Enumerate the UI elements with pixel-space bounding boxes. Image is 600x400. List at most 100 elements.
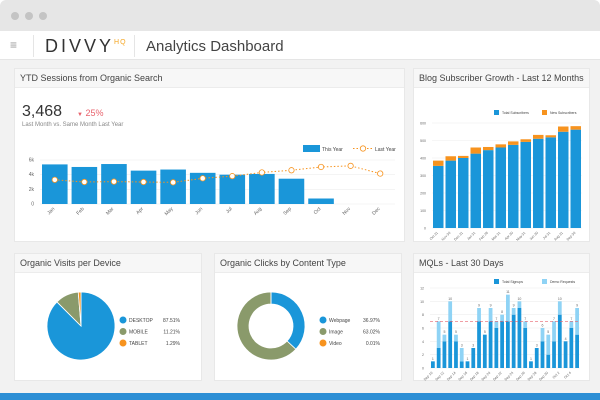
bar-total-subscribers xyxy=(570,129,581,228)
logo[interactable]: DIVVYHQ xyxy=(45,36,127,57)
x-tick-label: Dec 31 xyxy=(453,231,464,241)
x-tick-label: Sep 18 xyxy=(469,371,480,381)
point-last-year xyxy=(377,170,384,177)
x-tick-label: Jun 30 xyxy=(529,231,539,241)
x-tick-label: May xyxy=(164,206,175,217)
bar-total-subscribers xyxy=(458,158,469,228)
data-label: 9 xyxy=(576,304,578,308)
x-tick-label: Sep 30 xyxy=(566,231,577,241)
point-last-year xyxy=(347,162,354,169)
x-tick-label: Aug 31 xyxy=(553,231,564,241)
legend-swatch-this-year xyxy=(303,145,320,152)
point-last-year xyxy=(51,176,58,183)
window-minimize-button[interactable] xyxy=(25,12,33,20)
y-tick-label: 2 xyxy=(422,353,424,357)
bar-new-subscribers xyxy=(470,147,481,154)
y-tick-label: 2k xyxy=(29,187,35,193)
app-header: ≡ DIVVYHQ Analytics Dashboard xyxy=(0,31,600,60)
panel-title: Blog Subscriber Growth - Last 12 Months xyxy=(414,69,589,88)
x-tick-label: Apr xyxy=(135,206,145,216)
x-tick-label: Mar 31 xyxy=(491,231,502,241)
data-label: 7 xyxy=(570,317,572,321)
legend-value: 36.97% xyxy=(363,318,381,324)
kpi-change-value: 25% xyxy=(85,108,104,118)
blog-subscriber-panel: Blog Subscriber Growth - Last 12 Months … xyxy=(413,68,590,242)
x-tick-label: Sep 12 xyxy=(434,371,445,381)
bar-total-signups xyxy=(517,308,522,368)
bar-this-year xyxy=(308,198,334,204)
legend-label: MOBILE xyxy=(129,330,149,336)
bar-total-subscribers xyxy=(483,150,494,228)
bar-new-subscribers xyxy=(533,134,544,139)
bar-new-subscribers xyxy=(495,144,506,148)
x-tick-label: Mar xyxy=(105,206,116,217)
bar-new-subscribers xyxy=(458,155,469,158)
x-tick-label: Feb xyxy=(75,206,85,216)
x-tick-label: Oct xyxy=(313,206,323,216)
bar-total-subscribers xyxy=(558,131,569,228)
data-label: 10 xyxy=(448,297,452,301)
y-tick-label: 6 xyxy=(422,327,424,331)
hamburger-menu-icon[interactable]: ≡ xyxy=(10,38,18,52)
bar-total-signups xyxy=(575,334,579,368)
point-last-year xyxy=(258,169,265,176)
bar-total-signups xyxy=(546,354,551,368)
legend-label: TABLET xyxy=(129,341,148,347)
bar-total-signups xyxy=(482,334,487,368)
bar-total-signups xyxy=(488,321,493,368)
panel-title: Organic Visits per Device xyxy=(15,254,201,273)
logo-sup: HQ xyxy=(114,39,127,46)
data-label: 11 xyxy=(506,290,510,294)
bar-this-year xyxy=(160,169,186,204)
y-tick-label: 4k xyxy=(29,172,35,178)
y-tick-label: 8 xyxy=(422,313,424,317)
bar-demo-requests xyxy=(494,321,499,328)
legend-dot xyxy=(319,339,327,347)
bar-total-signups xyxy=(465,361,470,368)
bar-total-subscribers xyxy=(495,147,506,228)
legend-swatch xyxy=(494,110,499,115)
bar-total-signups xyxy=(569,328,574,368)
bar-this-year xyxy=(249,173,275,204)
legend-value: 0.01% xyxy=(366,341,381,347)
window-maximize-button[interactable] xyxy=(39,12,47,20)
bar-total-signups xyxy=(511,314,516,368)
point-last-year xyxy=(288,167,295,174)
legend-label: New Subscribers xyxy=(550,111,577,115)
slice-webpage xyxy=(270,291,306,350)
data-label: 7 xyxy=(524,317,526,321)
y-tick-label: 100 xyxy=(420,209,426,213)
bar-total-signups xyxy=(442,341,447,368)
window-close-button[interactable] xyxy=(11,12,19,20)
data-label: 5 xyxy=(443,330,445,334)
data-label: 7 xyxy=(438,317,440,321)
bar-demo-requests xyxy=(442,334,447,342)
bar-total-subscribers xyxy=(445,160,456,228)
y-tick-label: 10 xyxy=(420,300,424,304)
dashboard: YTD Sessions from Organic Search 3,468 ▼… xyxy=(0,60,600,393)
legend-label: Image xyxy=(329,330,343,336)
bar-total-signups xyxy=(500,321,504,368)
bar-total-signups xyxy=(540,341,545,368)
bar-demo-requests xyxy=(540,328,545,342)
x-tick-label: Sep 24 xyxy=(504,371,515,381)
bar-demo-requests xyxy=(436,321,441,348)
legend-label: Total Signups xyxy=(502,280,523,284)
data-label: 5 xyxy=(455,330,457,334)
x-tick-label: Sep 28 xyxy=(527,371,538,381)
data-label: 9 xyxy=(490,304,492,308)
bar-this-year xyxy=(278,178,305,204)
x-tick-label: Sep xyxy=(282,206,293,217)
data-label: 4 xyxy=(565,337,567,341)
legend-label: Video xyxy=(329,341,342,347)
bar-total-subscribers xyxy=(520,141,531,228)
bar-total-subscribers xyxy=(508,144,519,228)
logo-text: DIVVY xyxy=(45,36,115,56)
data-label: 1 xyxy=(467,357,469,361)
data-label: 6 xyxy=(542,324,544,328)
x-tick-label: Apr 30 xyxy=(504,231,514,241)
y-tick-label: 500 xyxy=(420,139,426,143)
bar-total-subscribers xyxy=(533,138,544,228)
legend-value: 87.51% xyxy=(163,318,181,324)
